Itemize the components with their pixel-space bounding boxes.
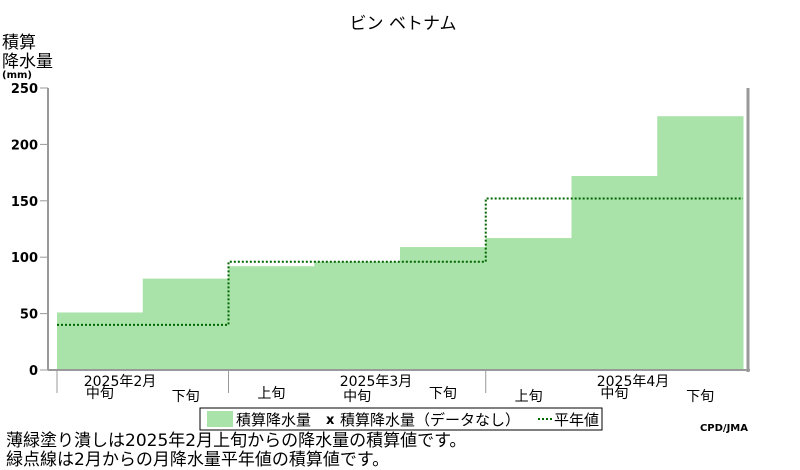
- bar: [314, 261, 401, 370]
- legend: 積算降水量 x 積算降水量（データなし） 平年値: [199, 407, 603, 431]
- y-axis-label-line-1: 積算: [2, 33, 36, 53]
- y-tick-label: 150: [11, 195, 38, 210]
- x-tick-label: 中旬: [86, 386, 114, 402]
- plot-frame: [47, 88, 750, 372]
- bar: [400, 247, 487, 370]
- bar: [657, 116, 744, 370]
- note-line-1: 薄緑塗り潰しは2025年2月上旬からの降水量の積算値です。: [6, 431, 467, 451]
- legend-item-nodata: 積算降水量（データなし）: [340, 411, 520, 429]
- y-tick-label: 250: [11, 82, 38, 97]
- legend-nodata-marker: x: [326, 413, 335, 428]
- y-axis-ticks: 0 50 100 150 200 250: [11, 82, 48, 379]
- x-tick-label: 下旬: [429, 386, 457, 402]
- bar: [485, 238, 572, 370]
- x-tick-label: 上旬: [515, 389, 543, 405]
- x-tick-label: 中旬: [600, 386, 628, 402]
- x-tick-label: 下旬: [172, 389, 200, 405]
- y-axis-label-line-2: 降水量: [2, 52, 53, 72]
- y-tick-label: 50: [20, 308, 38, 323]
- x-axis-ticks: 中旬 下旬 上旬 中旬 下旬 上旬 中旬 下旬 2025年2月 2025年3月 2025年4月: [56, 370, 714, 405]
- legend-swatch-fill: [207, 411, 233, 427]
- y-axis-label-unit: (mm): [2, 70, 32, 81]
- chart-title: ビン ベトナム: [350, 14, 457, 34]
- bars-group: [57, 116, 744, 370]
- note-line-2: 緑点線は2月からの月降水量平年値の積算値です。: [6, 450, 390, 470]
- legend-item-precip: 積算降水量: [236, 411, 311, 429]
- normal-value-line: [57, 197, 743, 326]
- x-tick-label: 下旬: [686, 389, 714, 405]
- bar: [57, 312, 144, 370]
- x-tick-label: 上旬: [257, 386, 285, 402]
- y-tick-label: 200: [11, 138, 38, 153]
- month-label: 2025年4月: [597, 374, 670, 390]
- bar: [228, 266, 315, 370]
- bar: [571, 175, 658, 370]
- month-label: 2025年2月: [84, 374, 157, 390]
- legend-item-normal: 平年値: [554, 411, 599, 429]
- y-tick-label: 0: [29, 364, 38, 379]
- credit-label: CPD/JMA: [700, 423, 748, 434]
- x-tick-label: 中旬: [343, 389, 371, 405]
- y-tick-label: 100: [11, 251, 38, 266]
- month-label: 2025年3月: [340, 374, 413, 390]
